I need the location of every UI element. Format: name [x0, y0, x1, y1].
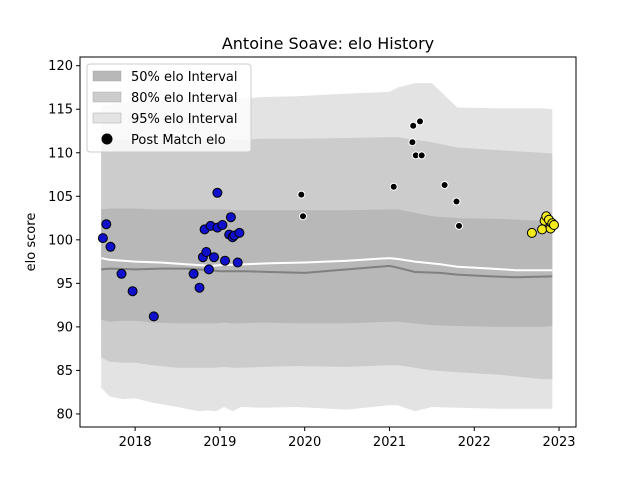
post-match-point: [148, 311, 159, 322]
x-tick-label: 2022: [458, 435, 491, 450]
post-match-point: [194, 282, 205, 293]
y-tick-label: 120: [48, 59, 73, 74]
post-match-point: [417, 151, 426, 160]
post-match-point: [297, 190, 306, 199]
post-match-point: [409, 121, 418, 130]
chart-title: Antoine Soave: elo History: [222, 34, 434, 53]
x-tick-label: 2023: [542, 435, 575, 450]
legend-band-swatch: [92, 91, 122, 103]
post-match-point: [101, 219, 112, 230]
post-match-points: [97, 117, 559, 322]
y-tick-label: 85: [56, 364, 73, 379]
x-tick-label: 2018: [119, 435, 152, 450]
post-match-point: [127, 286, 138, 297]
y-tick-label: 105: [48, 190, 73, 205]
y-tick-label: 110: [48, 146, 73, 161]
y-tick-label: 90: [56, 320, 73, 335]
post-match-point: [526, 227, 537, 238]
post-match-point: [299, 212, 307, 221]
post-match-point: [203, 264, 214, 275]
legend-label: 50% elo Interval: [131, 70, 238, 85]
y-axis-label: elo score: [24, 213, 39, 272]
post-match-point: [455, 221, 463, 230]
median-elo-line: [101, 264, 553, 279]
x-tick-label: 2021: [373, 435, 406, 450]
post-match-point: [234, 227, 245, 238]
y-axis: 80 85 90 95 100 105 110 115 120: [48, 59, 80, 422]
legend-label: 95% elo Interval: [131, 112, 238, 127]
legend-band-swatch: [92, 70, 122, 82]
band-50-interval: [101, 208, 553, 327]
post-match-point: [225, 212, 236, 223]
interval-bands: [101, 83, 553, 412]
post-match-point: [212, 187, 223, 198]
post-match-point: [220, 255, 230, 266]
legend-label: Post Match elo: [131, 133, 226, 148]
post-match-point: [440, 181, 449, 189]
y-tick-label: 80: [56, 407, 73, 422]
legend-label: 80% elo Interval: [131, 91, 238, 106]
post-match-point: [217, 220, 228, 230]
y-tick-label: 115: [48, 103, 73, 118]
y-tick-label: 100: [48, 233, 73, 248]
post-match-point: [416, 117, 424, 126]
post-match-point: [452, 197, 461, 206]
legend-marker-swatch: [101, 133, 113, 145]
mean-elo-line: [101, 257, 553, 272]
post-match-point: [105, 241, 116, 252]
legend-band-swatch: [92, 112, 122, 124]
trend-lines: [101, 257, 553, 279]
x-axis: 2018 2019 2020 2021 2022 2023: [119, 427, 576, 450]
y-tick-label: 95: [56, 277, 73, 292]
legend: 50% elo Interval 80% elo Interval 95% elo …: [86, 63, 252, 153]
x-tick-label: 2020: [288, 435, 321, 450]
post-match-point: [116, 268, 127, 279]
post-match-point: [232, 257, 243, 268]
post-match-point: [201, 247, 212, 257]
post-match-point: [389, 182, 398, 191]
legend-box: [86, 63, 252, 153]
post-match-point: [408, 138, 417, 147]
post-match-point: [188, 268, 199, 279]
plot-frame: [79, 56, 577, 428]
post-match-point: [97, 233, 108, 244]
post-match-point: [537, 224, 548, 235]
x-tick-label: 2019: [203, 435, 236, 450]
post-match-point: [209, 252, 219, 263]
post-match-point: [549, 220, 559, 230]
